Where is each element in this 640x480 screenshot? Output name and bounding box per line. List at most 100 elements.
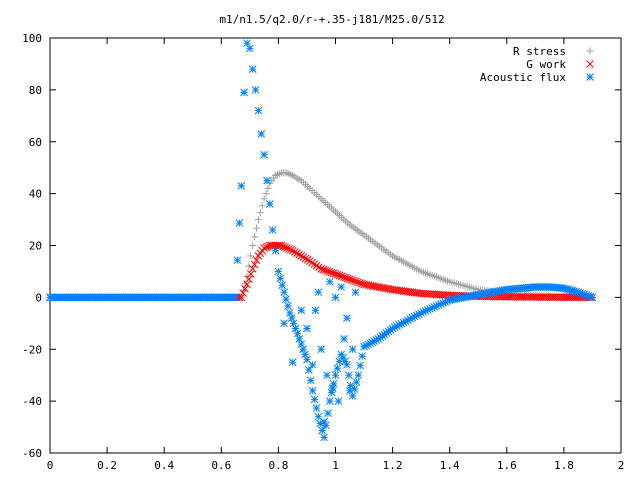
data-point — [258, 202, 266, 210]
data-point — [319, 265, 328, 274]
data-point — [273, 171, 281, 179]
data-point — [274, 267, 283, 276]
data-point — [280, 288, 288, 297]
data-point — [354, 371, 363, 380]
data-point-scatter — [314, 288, 323, 297]
legend-marker — [586, 60, 594, 68]
legend-marker — [586, 73, 594, 81]
data-point — [285, 245, 293, 253]
x-tick-label: 2 — [618, 459, 625, 472]
data-point — [243, 280, 251, 289]
data-point — [588, 293, 597, 302]
data-point — [281, 243, 289, 252]
data-point — [327, 268, 336, 277]
x-tick-label: 1.4 — [440, 459, 460, 472]
data-point-scatter — [325, 277, 334, 286]
data-point-scatter — [331, 293, 340, 302]
data-point — [358, 352, 367, 361]
y-tick-label: 100 — [22, 32, 42, 45]
x-tick-label: 0.8 — [268, 459, 288, 472]
data-point — [333, 270, 342, 279]
data-point — [347, 276, 356, 284]
data-point — [245, 262, 253, 270]
data-point — [248, 65, 257, 73]
y-tick-label: 80 — [29, 84, 42, 97]
data-point — [295, 250, 303, 259]
data-point — [233, 256, 242, 265]
data-point-scatter — [311, 306, 320, 315]
data-point — [285, 309, 294, 317]
data-point-scatter — [337, 283, 346, 291]
y-tick-label: -40 — [22, 395, 42, 408]
data-point — [260, 150, 268, 159]
data-point-scatter — [303, 324, 311, 333]
legend-marker — [586, 47, 594, 55]
data-point — [335, 271, 344, 280]
data-point-scatter — [280, 319, 288, 328]
data-point — [348, 392, 357, 400]
data-point — [301, 254, 310, 263]
data-point — [257, 130, 266, 138]
data-point — [312, 404, 321, 412]
data-point — [246, 270, 255, 278]
data-point — [388, 324, 397, 333]
data-point — [306, 376, 315, 385]
data-point-scatter — [348, 345, 357, 354]
data-point — [310, 395, 319, 404]
y-tick-label: -60 — [22, 447, 42, 460]
data-point — [289, 319, 298, 328]
y-tick-label: 20 — [29, 240, 42, 253]
x-tick-label: 1.6 — [497, 459, 517, 472]
data-point — [251, 86, 260, 94]
y-axis: 100 80 60 40 20 0 -20 -40 -60 — [22, 32, 621, 460]
data-point — [253, 224, 261, 232]
data-point — [239, 289, 248, 297]
x-tick-label: 0.6 — [211, 459, 231, 472]
data-point — [356, 361, 365, 370]
data-point-scatter — [297, 306, 306, 315]
data-point — [352, 378, 361, 386]
data-point — [327, 388, 336, 397]
data-point — [321, 266, 330, 275]
data-point — [241, 284, 249, 293]
data-point — [250, 260, 259, 269]
data-point — [245, 44, 254, 53]
data-point — [278, 281, 287, 290]
chart-title: m1/n1.5/q2.0/r-+.35-j181/M25.0/512 — [219, 13, 444, 26]
data-point — [249, 242, 257, 249]
data-point — [237, 293, 246, 302]
data-point — [279, 242, 288, 251]
data-point — [339, 273, 348, 281]
data-point — [325, 397, 334, 405]
data-point — [283, 244, 291, 252]
x-tick-label: 1.2 — [383, 459, 403, 472]
data-point — [295, 335, 304, 343]
data-point-scatter — [343, 314, 351, 322]
y-tick-label: 40 — [29, 188, 42, 201]
series-acoustic-flux — [46, 39, 597, 442]
data-point-scatter — [308, 360, 317, 369]
data-point — [284, 302, 292, 310]
data-point — [352, 277, 360, 286]
series-r-stress — [46, 169, 596, 301]
data-point — [350, 276, 358, 285]
data-point — [305, 257, 314, 265]
legend-label: G work — [526, 58, 566, 71]
data-point — [247, 252, 255, 260]
data-point — [282, 295, 290, 303]
data-point — [260, 195, 268, 203]
data-point — [318, 426, 327, 435]
data-point — [301, 350, 309, 359]
data-point — [268, 226, 277, 234]
data-point — [248, 264, 257, 273]
data-point — [299, 345, 307, 354]
data-point — [235, 219, 244, 227]
data-point — [331, 270, 340, 278]
data-point — [343, 360, 351, 369]
data-point — [276, 274, 285, 283]
data-point — [337, 272, 346, 281]
data-point — [331, 371, 340, 380]
data-point — [291, 324, 300, 333]
